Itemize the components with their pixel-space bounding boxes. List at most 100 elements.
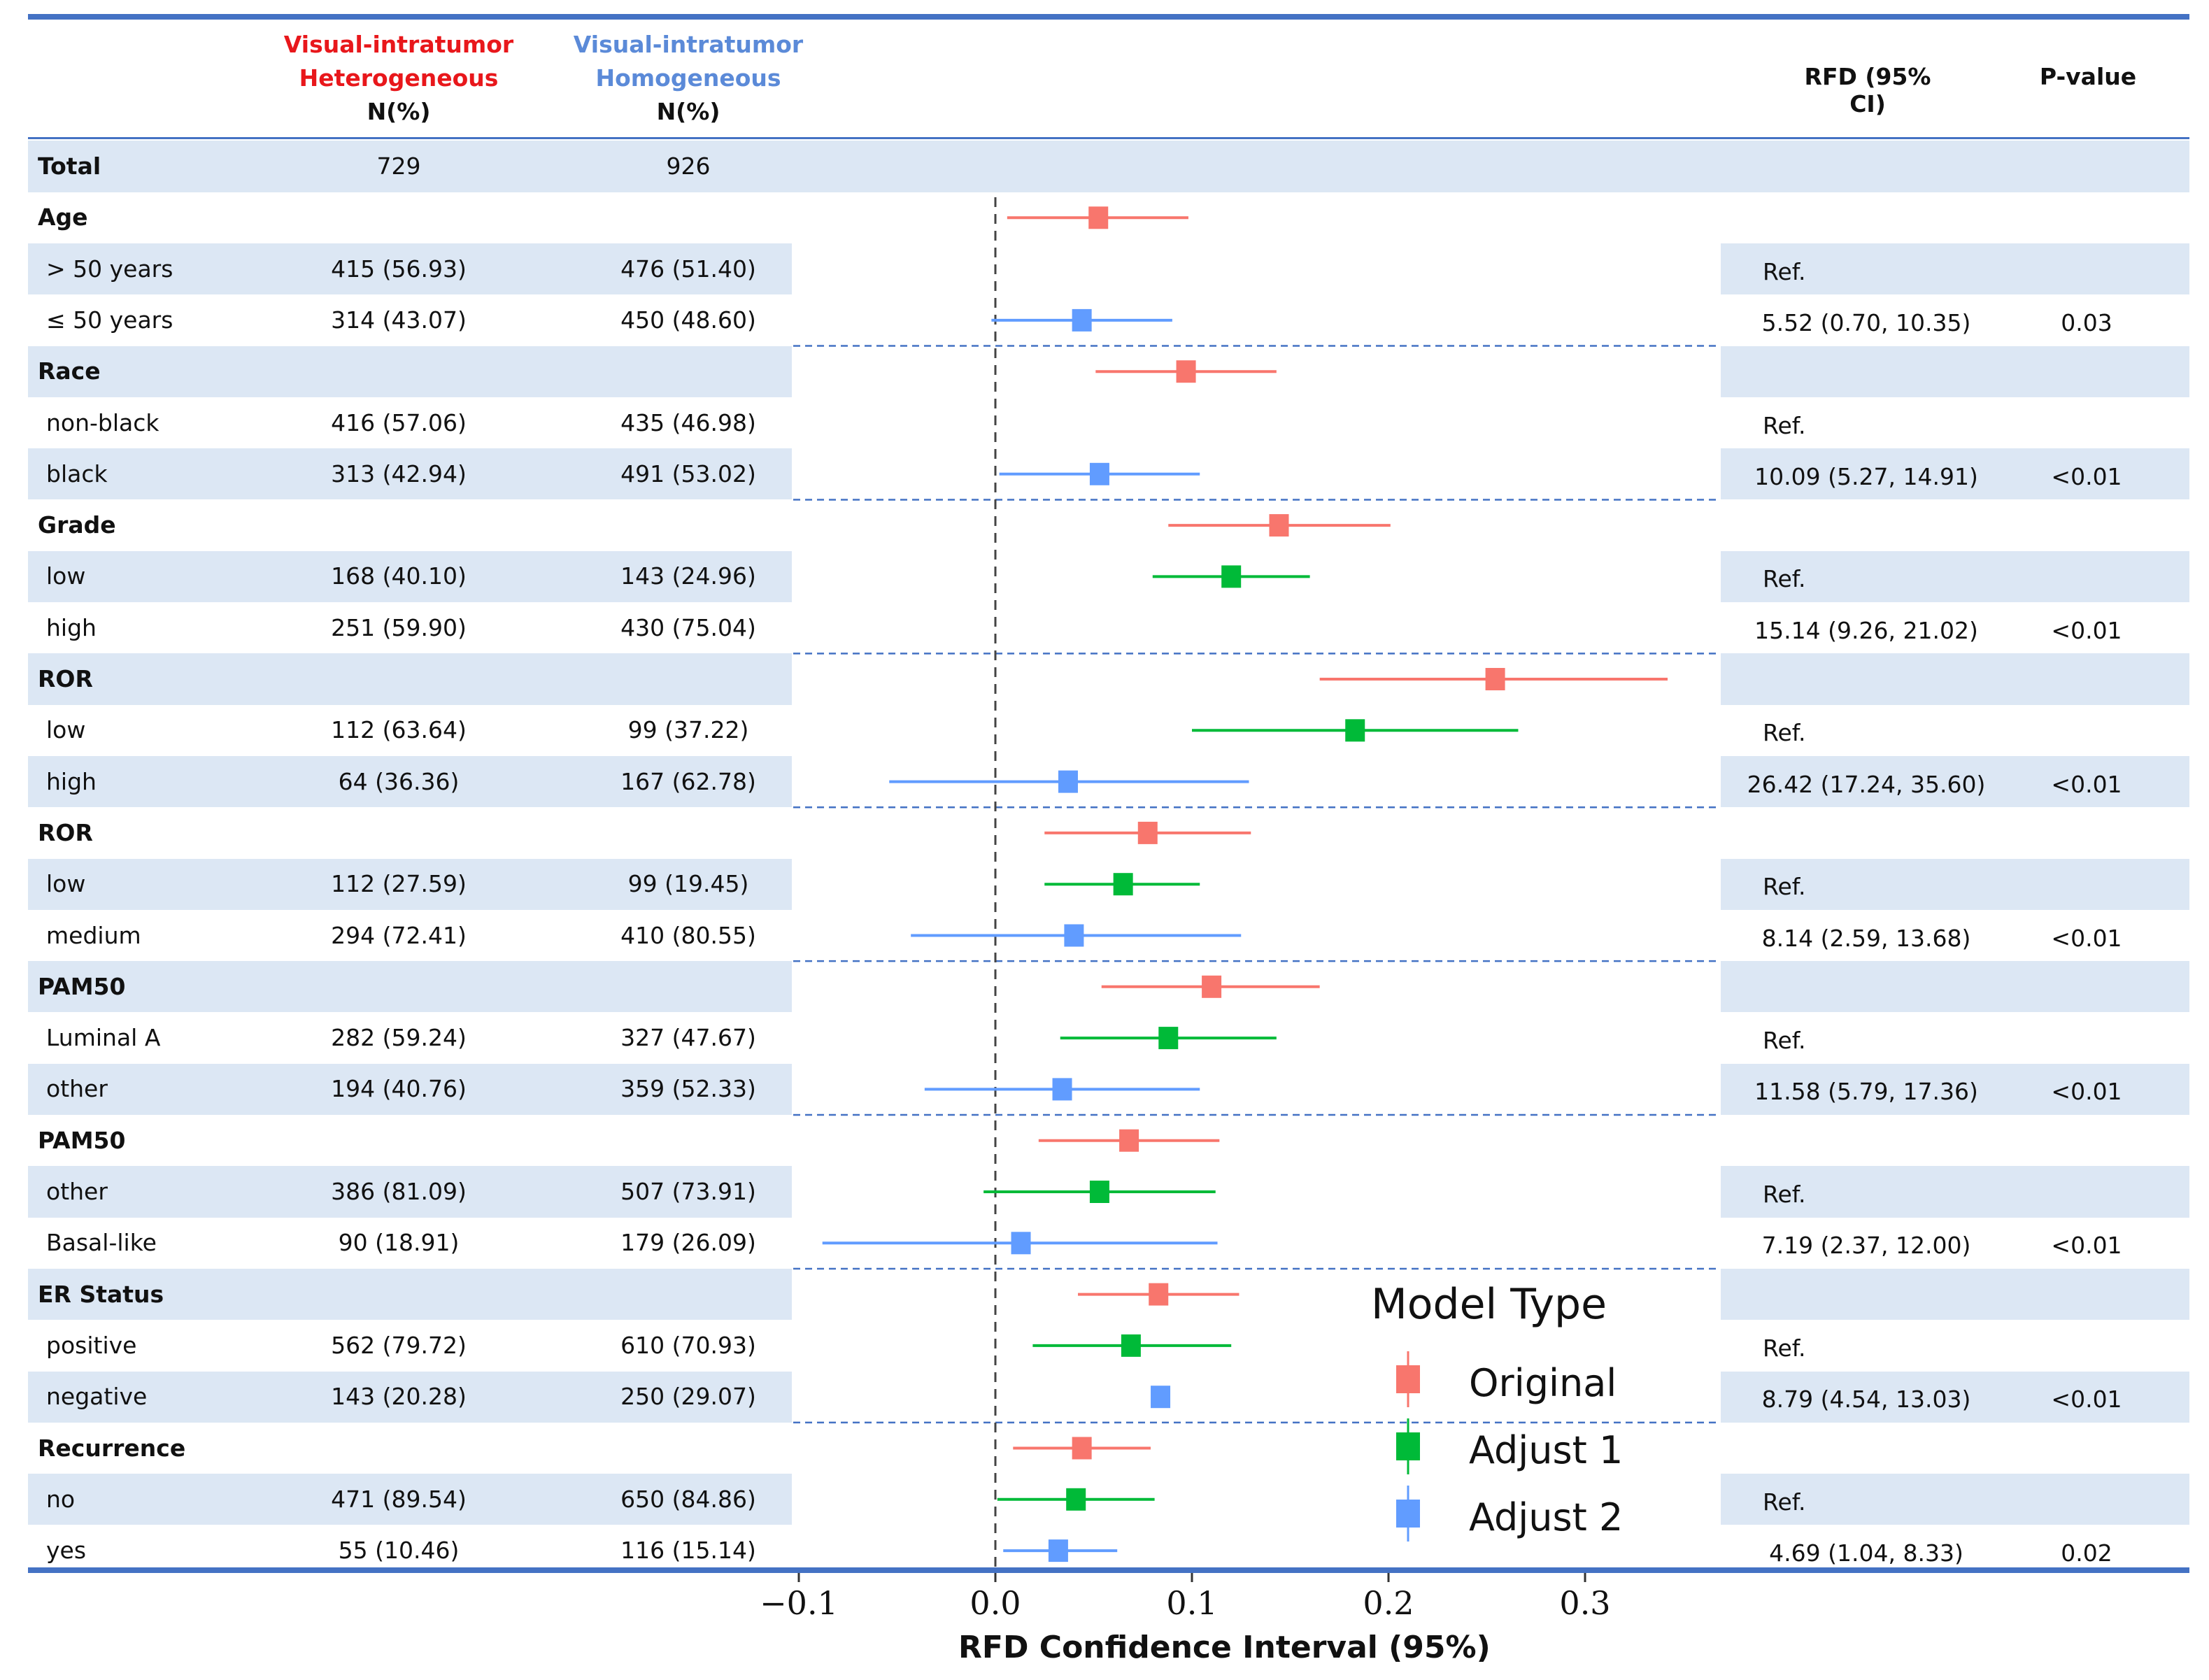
header-heterogeneous: Visual-intratumor Heterogeneous N(%): [252, 28, 546, 129]
rfd-value: 10.09 (5.27, 14.91): [1754, 462, 1978, 490]
heterogeneous-value: 282 (59.24): [331, 1024, 467, 1052]
heterogeneous-value: 729: [376, 152, 421, 180]
heterogeneous-value: 562 (79.72): [331, 1331, 467, 1359]
point-adjust-2: [1064, 924, 1084, 947]
point-adjust-2: [1058, 770, 1078, 793]
row-band: [1721, 1371, 2189, 1423]
point-original: [1149, 1283, 1169, 1306]
row-band: [28, 1474, 792, 1525]
homogeneous-value: 167 (62.78): [620, 767, 756, 795]
rfd-value: Ref.: [1763, 1181, 1806, 1208]
rfd-value: 7.19 (2.37, 12.00): [1761, 1232, 1971, 1260]
p-value: <0.01: [2051, 924, 2122, 952]
heterogeneous-value: 143 (20.28): [331, 1383, 467, 1411]
row-label: other: [46, 1075, 108, 1103]
row-band: [28, 1268, 792, 1320]
rfd-value: Ref.: [1763, 411, 1806, 439]
row-band: [28, 858, 792, 910]
p-value: <0.01: [2051, 462, 2122, 490]
heterogeneous-value: 251 (59.90): [331, 613, 467, 641]
point-adjust-2: [1151, 1386, 1171, 1409]
homogeneous-value: 507 (73.91): [620, 1178, 756, 1205]
heterogeneous-value: 314 (43.07): [331, 306, 467, 334]
point-adjust-2: [1072, 308, 1092, 332]
heterogeneous-value: 112 (63.64): [331, 716, 467, 744]
row-label: > 50 years: [46, 255, 173, 283]
legend-label-adjust-1: Adjust 1: [1469, 1428, 1624, 1472]
homogeneous-value: 250 (29.07): [620, 1383, 756, 1411]
row-label: black: [46, 460, 108, 487]
row-band: [28, 755, 792, 808]
row-label: PAM50: [38, 1126, 126, 1154]
p-value: <0.01: [2051, 1232, 2122, 1260]
row-label: medium: [46, 921, 141, 949]
row-band: [1721, 1166, 2189, 1218]
row-label: low: [46, 562, 86, 590]
heterogeneous-value: 64 (36.36): [338, 767, 460, 795]
row-band: [1721, 1063, 2189, 1116]
row-label: other: [46, 1178, 108, 1205]
bottom-rule: [28, 1567, 2189, 1573]
header-col1-line1: Visual-intratumor: [283, 31, 514, 58]
row-label: no: [46, 1485, 76, 1513]
homogeneous-value: 99 (37.22): [627, 716, 749, 744]
rfd-value: 26.42 (17.24, 35.60): [1747, 770, 1986, 798]
row-band: [28, 653, 792, 705]
row-band: [28, 1371, 792, 1423]
row-label: Grade: [38, 511, 116, 539]
point-adjust-1: [1089, 1181, 1109, 1203]
homogeneous-value: 491 (53.02): [620, 460, 756, 487]
row-band: [1721, 243, 2189, 295]
row-band: [28, 1166, 792, 1218]
header-homogeneous: Visual-intratumor Homogeneous N(%): [541, 28, 835, 129]
point-original: [1072, 1437, 1092, 1460]
point-original: [1176, 360, 1196, 383]
point-original: [1137, 821, 1158, 844]
row-label: Basal-like: [46, 1229, 157, 1257]
p-value: 0.02: [2061, 1539, 2112, 1567]
p-value: <0.01: [2051, 1386, 2122, 1414]
row-label: Recurrence: [38, 1434, 186, 1462]
homogeneous-value: 410 (80.55): [620, 921, 756, 949]
row-band: [28, 1063, 792, 1116]
heterogeneous-value: 386 (81.09): [331, 1178, 467, 1205]
rfd-value: Ref.: [1763, 873, 1806, 901]
legend-label-original: Original: [1469, 1361, 1617, 1405]
row-label: yes: [46, 1537, 87, 1565]
row-band: [1721, 961, 2189, 1013]
homogeneous-value: 359 (52.33): [620, 1075, 756, 1103]
row-label: high: [46, 613, 97, 641]
header-p-value: P-value: [2039, 63, 2137, 90]
rfd-value: Ref.: [1763, 1334, 1806, 1362]
row-band: [1721, 1474, 2189, 1525]
row-label: low: [46, 870, 86, 898]
top-rule: [28, 14, 2189, 20]
heterogeneous-value: 168 (40.10): [331, 562, 467, 590]
row-label: Total: [38, 152, 101, 180]
x-tick-label: 0.3: [1559, 1584, 1610, 1622]
legend-title: Model Type: [1371, 1280, 1607, 1329]
row-label: low: [46, 716, 86, 744]
homogeneous-value: 116 (15.14): [620, 1537, 756, 1565]
x-tick-label: 0.0: [969, 1584, 1021, 1622]
rfd-value: Ref.: [1763, 1488, 1806, 1516]
heterogeneous-value: 112 (27.59): [331, 870, 467, 898]
rfd-value: Ref.: [1763, 565, 1806, 593]
point-adjust-1: [1345, 719, 1365, 742]
point-adjust-1: [1121, 1334, 1141, 1357]
rfd-value: 4.69 (1.04, 8.33): [1769, 1539, 1963, 1567]
row-band: [28, 550, 792, 603]
header-col2-line1: Visual-intratumor: [573, 31, 804, 58]
legend-key-adjust-1: [1396, 1432, 1420, 1460]
point-adjust-2: [1089, 462, 1109, 485]
p-value: <0.01: [2051, 770, 2122, 798]
row-label: ER Status: [38, 1280, 164, 1308]
header-rfd: RFD (95% CI): [1804, 63, 1931, 118]
point-adjust-1: [1113, 873, 1133, 896]
row-label: positive: [46, 1331, 137, 1359]
point-adjust-1: [1066, 1488, 1086, 1511]
homogeneous-value: 435 (46.98): [620, 408, 756, 436]
row-label: non-black: [46, 408, 159, 436]
rfd-value: 5.52 (0.70, 10.35): [1761, 308, 1971, 336]
